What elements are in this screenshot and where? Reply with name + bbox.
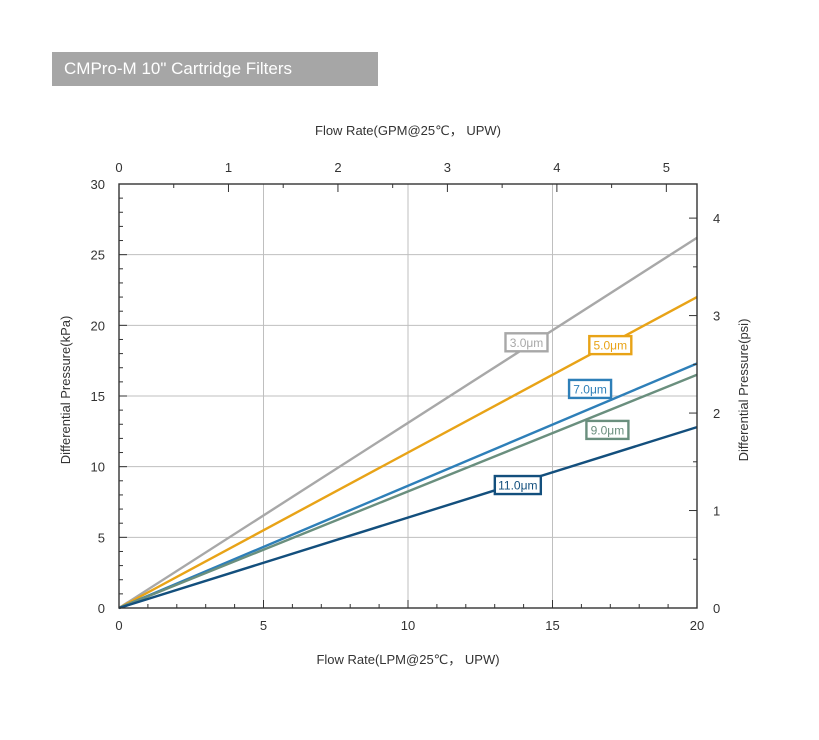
x2-tick-label: 5 — [663, 160, 670, 175]
series-lines — [118, 236, 698, 610]
y-tick-label: 15 — [91, 389, 105, 404]
series-label-box — [493, 474, 543, 496]
y2-tick-label: 0 — [713, 601, 720, 616]
y2-tick-label: 1 — [713, 504, 720, 519]
x-tick-label: 20 — [690, 618, 704, 633]
series-line — [118, 236, 698, 610]
x2-tick-label: 3 — [444, 160, 451, 175]
y-tick-label: 30 — [91, 177, 105, 192]
y-tick-label: 5 — [98, 530, 105, 545]
x2-tick-label: 2 — [334, 160, 341, 175]
series-label: 3.0μm — [510, 336, 544, 350]
y2-tick-label: 2 — [713, 406, 720, 421]
x-tick-label: 0 — [115, 618, 122, 633]
y-tick-label: 25 — [91, 248, 105, 263]
series-line — [118, 373, 698, 610]
y2-axis-label: Differential Pressure(psi) — [736, 319, 751, 462]
x2-tick-label: 1 — [225, 160, 232, 175]
series-line — [118, 362, 698, 610]
x-tick-label: 15 — [545, 618, 559, 633]
series-label: 11.0μm — [498, 479, 537, 493]
y-tick-label: 10 — [91, 460, 105, 475]
x-axis-label: Flow Rate(LPM@25℃， UPW) — [316, 652, 499, 667]
series-label-box — [588, 334, 633, 356]
x2-tick-label: 4 — [553, 160, 560, 175]
x2-axis-label: Flow Rate(GPM@25℃， UPW) — [315, 123, 501, 138]
series-label-box — [504, 332, 549, 353]
chart-title: CMPro-M 10" Cartridge Filters — [52, 52, 378, 86]
y-tick-label: 0 — [98, 601, 105, 616]
y2-tick-label: 4 — [713, 211, 720, 226]
y-axis-label: Differential Pressure(kPa) — [58, 316, 73, 465]
axis-ticks: 0 5 10 15 20 0 5 10 15 20 25 30 0 1 2 3 4 5 0 1 2 3 4 — [91, 160, 721, 633]
y2-tick-label: 3 — [713, 309, 720, 324]
series-label: 7.0μm — [573, 382, 607, 396]
series-label-box — [585, 419, 630, 441]
grid-lines — [119, 184, 697, 608]
x2-tick-label: 0 — [115, 160, 122, 175]
series-labels: 3.0μm 5.0μm 7.0μm 9.0μm 11.0μm — [493, 332, 633, 496]
x-tick-label: 5 — [260, 618, 267, 633]
x-tick-label: 10 — [401, 618, 415, 633]
series-label: 9.0μm — [591, 423, 625, 437]
series-label-box — [567, 378, 613, 400]
series-line — [118, 425, 698, 610]
series-label: 5.0μm — [594, 339, 628, 353]
y-tick-label: 20 — [91, 318, 105, 333]
